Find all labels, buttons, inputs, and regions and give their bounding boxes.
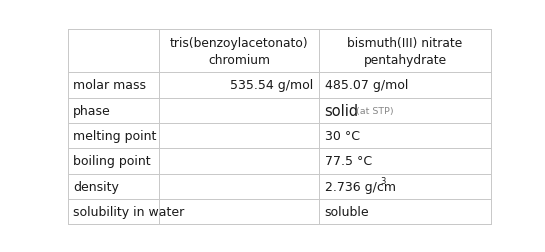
Text: 30 °C: 30 °C (324, 130, 360, 142)
Text: 485.07 g/mol: 485.07 g/mol (324, 79, 408, 92)
Text: solubility in water: solubility in water (73, 205, 184, 218)
Text: melting point: melting point (73, 130, 156, 142)
Text: (at STP): (at STP) (356, 106, 394, 115)
Text: soluble: soluble (324, 205, 369, 218)
Text: molar mass: molar mass (73, 79, 146, 92)
Text: 2.736 g/cm: 2.736 g/cm (324, 180, 396, 193)
Text: density: density (73, 180, 119, 193)
Text: 3: 3 (380, 176, 386, 185)
Text: bismuth(III) nitrate
pentahydrate: bismuth(III) nitrate pentahydrate (347, 37, 463, 67)
Text: boiling point: boiling point (73, 155, 151, 168)
Text: 77.5 °C: 77.5 °C (324, 155, 372, 168)
Text: tris(benzoylacetonato)
chromium: tris(benzoylacetonato) chromium (170, 37, 308, 67)
Text: phase: phase (73, 104, 111, 117)
Text: 535.54 g/mol: 535.54 g/mol (230, 79, 313, 92)
Text: solid: solid (324, 103, 359, 118)
